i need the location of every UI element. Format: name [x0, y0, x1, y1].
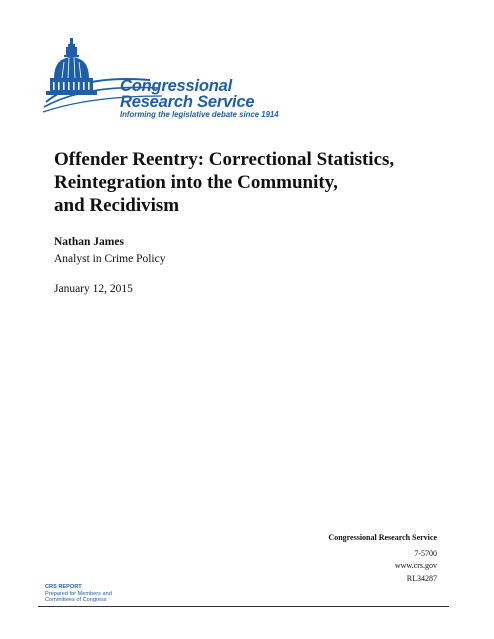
contact-phone: 7-5700: [414, 548, 437, 558]
logo-line1: Congressional: [120, 77, 233, 95]
author-role: Analyst in Crime Policy: [54, 253, 166, 265]
capitol-dome-icon: [42, 38, 163, 113]
author-name: Nathan James: [54, 236, 124, 248]
report-date: January 12, 2015: [54, 283, 133, 295]
report-title: Offender Reentry: Correctional Statistic…: [54, 148, 454, 217]
logo-tagline: Informing the legislative debate since 1…: [120, 110, 279, 119]
contact-block: Congressional Research Service 7-5700 ww…: [328, 532, 437, 585]
logo-name: Congressional Research Service: [120, 77, 255, 111]
logo-line2: Research Service: [120, 93, 255, 111]
footer-head: CRS REPORT: [45, 584, 82, 590]
title-line-2: Reintegration into the Community,: [54, 172, 338, 193]
footer-label: CRS REPORT Prepared for Members and Comm…: [45, 584, 112, 604]
title-line-1: Offender Reentry: Correctional Statistic…: [54, 149, 395, 170]
footer-rule: [38, 606, 449, 607]
contact-website: www.crs.gov: [394, 561, 437, 570]
title-line-3: and Recidivism: [54, 195, 180, 216]
contact-org: Congressional Research Service: [328, 533, 437, 542]
footer-line-2: Committees of Congress: [45, 597, 107, 604]
report-number: RL34287: [406, 573, 437, 583]
crs-logo: Congressional Research Service Informing…: [40, 34, 279, 124]
footer-line-1: Prepared for Members and: [45, 590, 112, 597]
